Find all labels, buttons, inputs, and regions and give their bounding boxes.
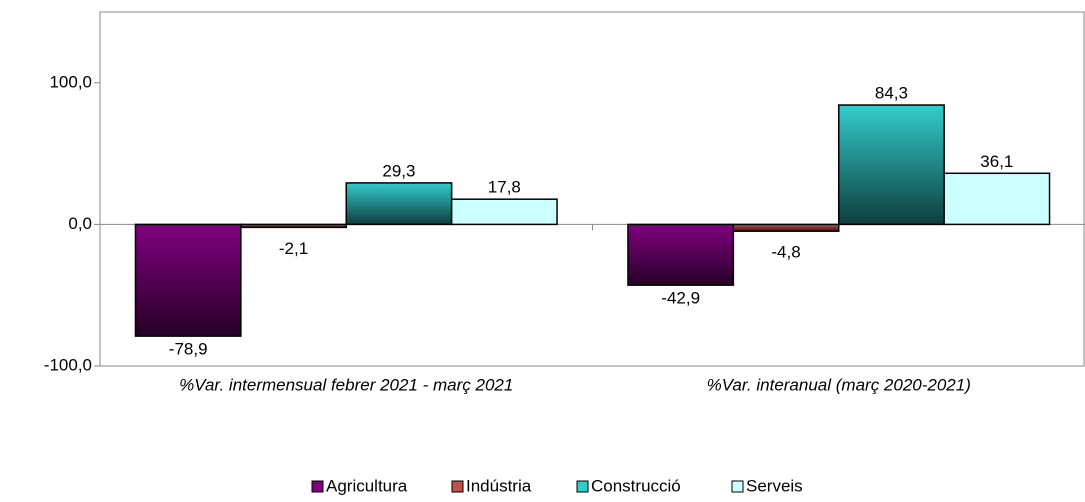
data-label: -2,1 [279,239,308,258]
legend-label: Construcció [591,476,681,495]
bar [450,198,558,226]
legend-label: Serveis [746,476,803,495]
data-label: 17,8 [488,178,521,197]
bar [943,172,1051,226]
bar [732,223,840,232]
plot-border [99,11,1085,367]
data-label: 29,3 [382,161,415,180]
bar [240,223,347,229]
bar [627,223,735,286]
legend-swatch [451,480,464,493]
data-label: 36,1 [980,152,1013,171]
y-tick-label: -100,0 [44,355,92,374]
legend-label: Agricultura [326,476,408,495]
bar [345,182,453,226]
data-label: 84,3 [875,84,908,103]
legend-label: Indústria [466,476,532,495]
data-label: -4,8 [771,243,800,262]
legend-swatch [731,480,744,493]
data-label: -78,9 [169,340,208,359]
y-tick-label: 100,0 [49,72,92,91]
y-tick-label: 0,0 [68,214,92,233]
x-tick-label: %Var. interanual (març 2020-2021) [707,375,971,394]
legend-swatch [576,480,589,493]
legend-swatch [311,480,324,493]
x-tick-label: %Var. intermensual febrer 2021 - març 20… [179,375,513,394]
data-label: -42,9 [661,289,700,308]
bar [838,104,945,226]
bar [134,223,242,337]
